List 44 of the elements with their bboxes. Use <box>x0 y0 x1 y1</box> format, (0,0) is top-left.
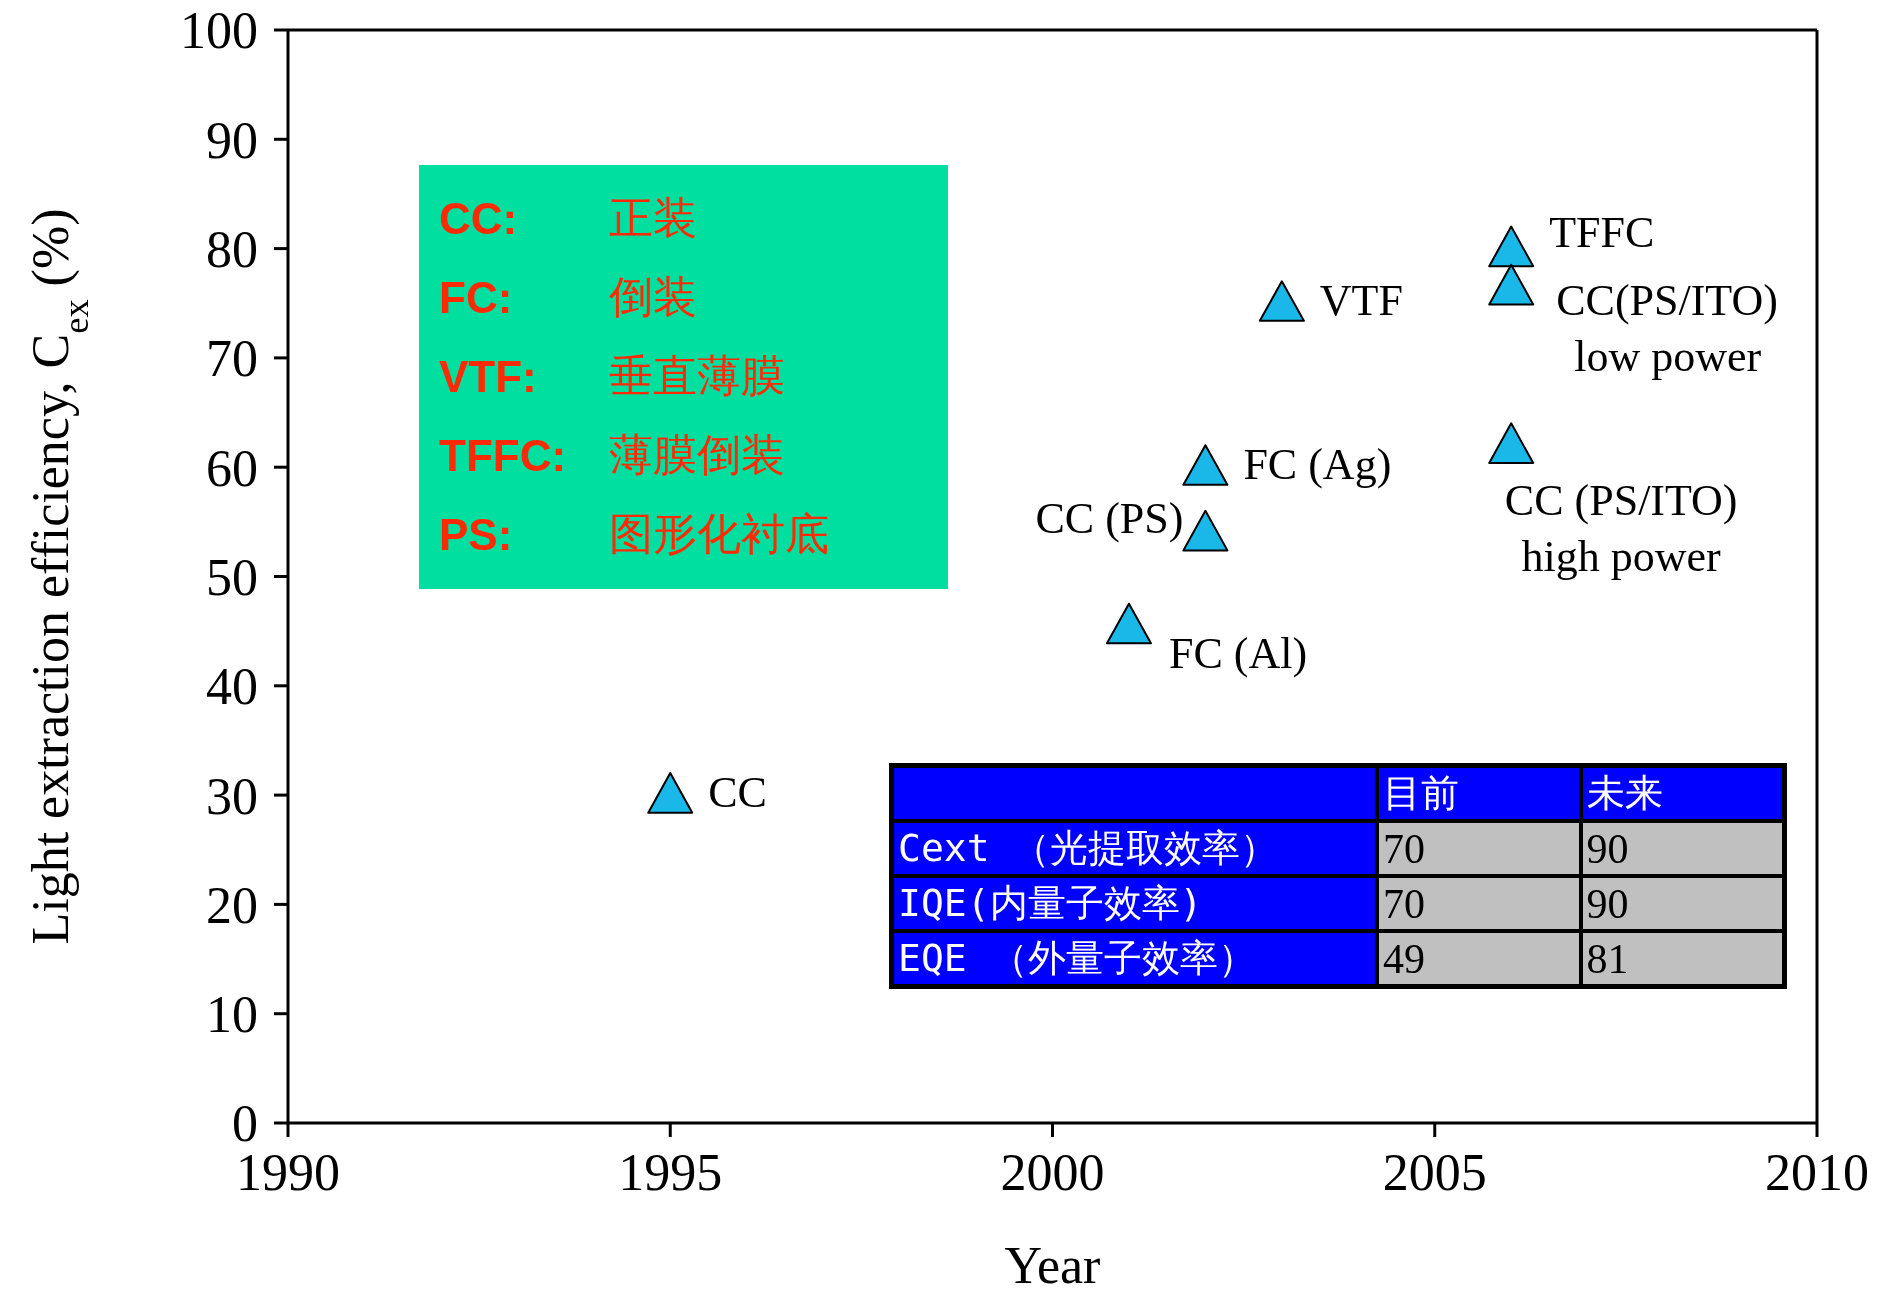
annotation: CC (PS) <box>1035 493 1184 543</box>
annotation: 70 <box>1377 876 1581 931</box>
x-tick-label: 2000 <box>1000 1143 1105 1201</box>
annotation: FC (Al) <box>1168 628 1308 678</box>
annotation: 未来 <box>1580 765 1785 821</box>
annotation: TFFC: 薄膜倒装 <box>439 428 785 482</box>
point <box>1105 602 1152 645</box>
annotation: 81 <box>1580 931 1785 987</box>
annotation: FC (Ag) <box>1243 440 1392 490</box>
annotation: 目前 <box>1377 765 1581 821</box>
y-tick-label: 20 <box>206 876 258 934</box>
y-tick-label: 40 <box>206 658 258 716</box>
annotation: 70 <box>1377 821 1581 876</box>
annotation: VTF <box>1319 276 1403 326</box>
y-tick-label: 30 <box>206 767 258 825</box>
point <box>647 772 694 814</box>
x-axis-title: Year <box>1004 1237 1101 1294</box>
y-tick-label: 60 <box>206 439 258 497</box>
annotation: 90 <box>1580 876 1785 931</box>
glossary-box: CC: 正装 FC: 倒装 VTF: 垂直薄膜 TFFC: 薄膜倒装 PS: 图形化衬底 <box>419 165 948 589</box>
annotation: CC(PS/ITO) low power <box>1556 275 1778 381</box>
y-tick-label: 80 <box>206 221 258 279</box>
annotation: TFFC <box>1549 207 1655 257</box>
point <box>1258 280 1305 322</box>
point <box>1488 225 1535 268</box>
x-tick-label: 2010 <box>1765 1143 1869 1201</box>
annotation: EQE （外量子效率） <box>891 931 1378 987</box>
y-tick-label: 70 <box>206 330 258 388</box>
y-tick-label: 10 <box>206 986 258 1044</box>
point <box>1488 422 1535 464</box>
point <box>1182 444 1229 486</box>
annotation: 49 <box>1377 931 1581 987</box>
annotation: 90 <box>1580 821 1785 876</box>
x-tick-label: 2005 <box>1382 1143 1487 1201</box>
annotation: CC <box>708 768 767 818</box>
x-tick-label: 1995 <box>618 1143 723 1201</box>
annotation: Cext （光提取效率） <box>891 821 1378 876</box>
y-tick-label: 90 <box>206 111 258 169</box>
annotation: CC (PS/ITO) high power <box>1504 476 1738 582</box>
y-tick-label: 100 <box>180 2 258 60</box>
point <box>1488 263 1535 306</box>
annotation: IQE(内量子效率) <box>891 876 1378 931</box>
y-tick-label: 50 <box>206 548 258 606</box>
point <box>1182 509 1229 552</box>
